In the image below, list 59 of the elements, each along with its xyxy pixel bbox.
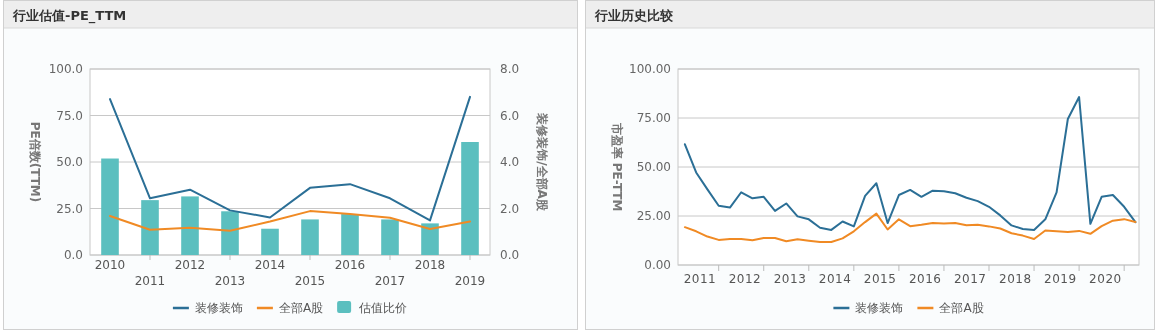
y2-tick-label: 2.0 <box>500 201 520 216</box>
y-tick-label: 50.00 <box>636 160 671 174</box>
bar <box>181 196 199 255</box>
bar <box>101 158 119 255</box>
x-tick-label: 2017 <box>953 272 987 286</box>
bar <box>421 223 439 255</box>
y2-tick-label: 0.0 <box>500 248 520 262</box>
x-tick-label: 2010 <box>94 258 126 272</box>
bar <box>341 214 359 255</box>
x-tick-label: 2020 <box>1089 272 1122 286</box>
legend-label: 全部A股 <box>939 301 984 315</box>
y-axis-title: PE倍数(TTM) <box>28 121 42 203</box>
bar <box>381 219 399 255</box>
y-axis-title: 市盈率 PE-TTM <box>610 121 624 212</box>
x-tick-label: 2012 <box>174 258 206 272</box>
legend-label: 装修装饰 <box>194 301 243 315</box>
line-series <box>683 96 1137 231</box>
x-tick-label: 2018 <box>999 272 1032 286</box>
x-tick-label: 2012 <box>728 272 762 286</box>
x-tick-label: 2011 <box>134 274 166 288</box>
x-tick-label: 2018 <box>414 258 446 272</box>
x-tick-label: 2015 <box>294 274 326 288</box>
x-tick-label: 2014 <box>818 272 852 286</box>
y-tick-label: 100.00 <box>629 62 671 76</box>
x-tick-label: 2016 <box>908 272 942 286</box>
x-tick-label: 2019 <box>1044 272 1077 286</box>
y-tick-label: 75.00 <box>636 111 671 125</box>
x-tick-label: 2013 <box>773 272 807 286</box>
x-tick-label: 2014 <box>254 258 286 272</box>
y-tick-label: 50.0 <box>56 155 83 169</box>
bar <box>461 142 479 255</box>
x-tick-label: 2019 <box>454 274 486 288</box>
y2-tick-label: 6.0 <box>500 108 520 123</box>
bar <box>221 211 239 255</box>
legend-label: 装修装饰 <box>855 301 904 315</box>
y-tick-label: 25.00 <box>636 209 671 223</box>
x-tick-label: 2017 <box>374 274 406 288</box>
line-series <box>109 210 471 232</box>
x-tick-label: 2015 <box>863 272 897 286</box>
y-tick-label: 25.0 <box>56 201 83 216</box>
y2-axis-title: 装修装饰/全部A股 <box>535 112 549 212</box>
y2-tick-label: 8.0 <box>500 62 520 76</box>
chart-title: 行业估值-PE_TTM <box>12 8 127 24</box>
chart-title: 行业历史比较 <box>594 8 674 23</box>
bar <box>141 200 159 255</box>
legend-label: 全部A股 <box>278 301 324 315</box>
line-series <box>109 95 471 222</box>
line-series <box>683 212 1137 244</box>
legend-label: 估值比价 <box>358 301 408 315</box>
y-tick-label: 0.0 <box>63 248 83 262</box>
y-tick-label: 75.0 <box>56 108 83 123</box>
bar <box>301 219 319 255</box>
bar <box>261 228 279 255</box>
y-tick-label: 100.0 <box>48 62 83 76</box>
y2-tick-label: 4.0 <box>500 155 520 169</box>
x-tick-label: 2011 <box>683 272 717 286</box>
y-tick-label: 0.00 <box>644 258 671 272</box>
x-tick-label: 2016 <box>334 258 366 272</box>
x-tick-label: 2013 <box>214 274 246 288</box>
